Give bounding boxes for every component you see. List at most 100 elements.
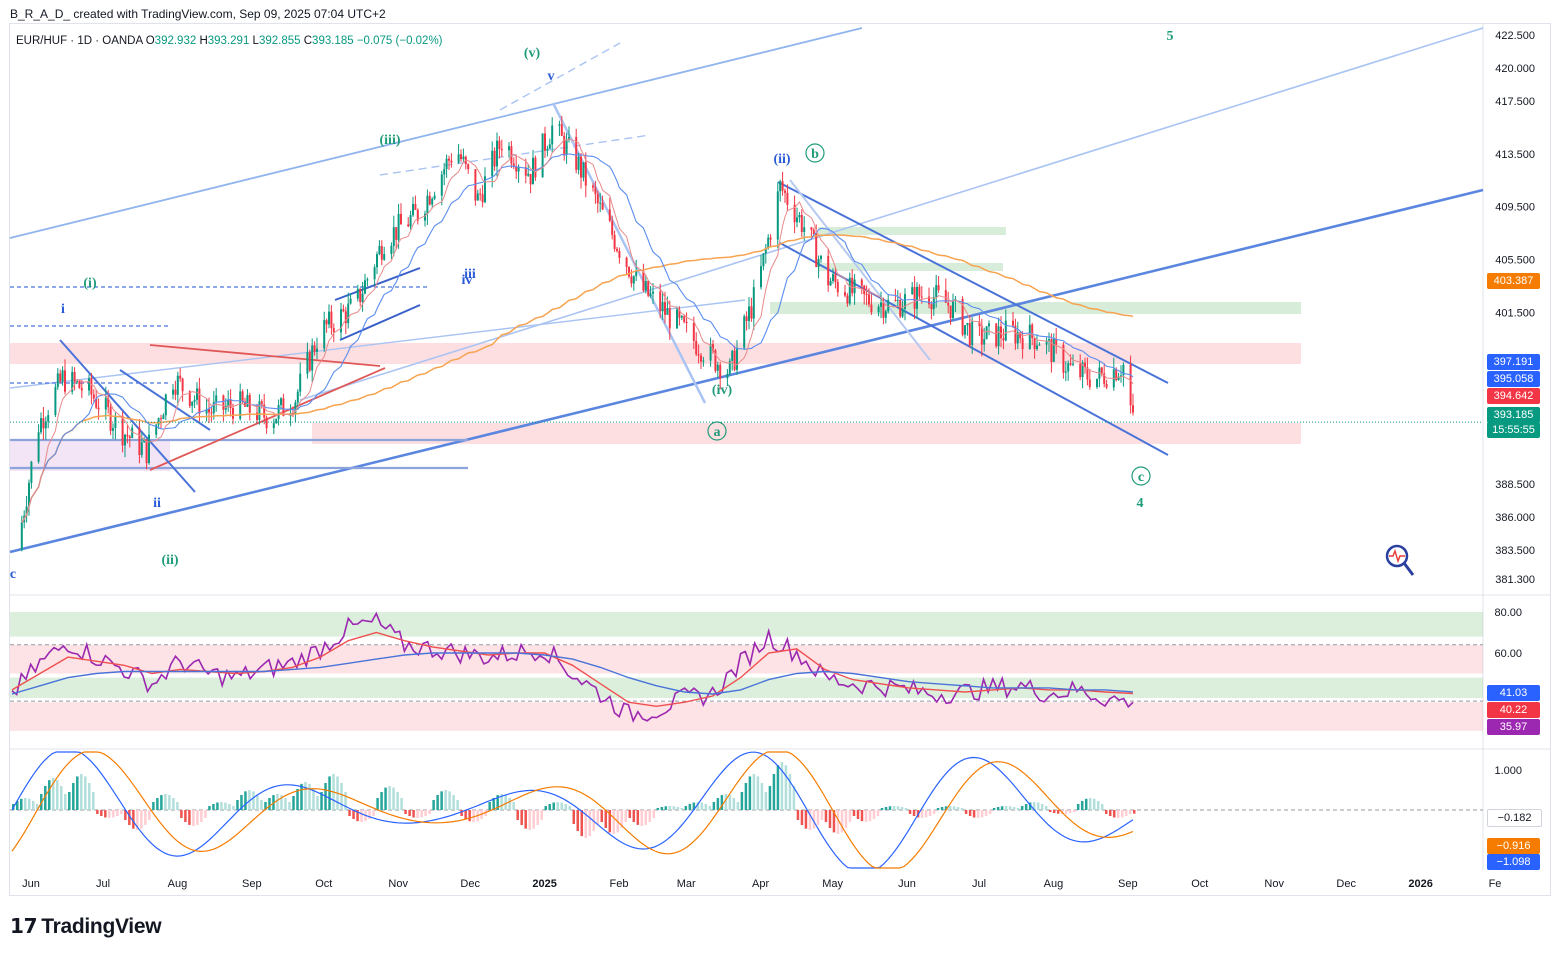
macd-histogram-bar <box>404 810 407 814</box>
macd-histogram-bar <box>772 774 776 810</box>
candle-body <box>880 302 882 307</box>
macd-histogram-bar <box>444 790 447 810</box>
macd-histogram-bar <box>108 810 111 818</box>
macd-histogram-bar <box>36 804 39 810</box>
macd-histogram-bar <box>320 792 323 810</box>
candle-body <box>359 288 362 303</box>
candle-body <box>702 360 705 362</box>
candle-body <box>445 158 448 170</box>
candle-body <box>1084 362 1086 368</box>
macd-tag-1: −0.916 <box>1487 838 1540 854</box>
candle-body <box>1132 405 1134 413</box>
macd-histogram-bar <box>64 794 67 810</box>
macd-histogram-bar <box>368 810 371 819</box>
candle-body <box>1052 338 1055 362</box>
macd-histogram-bar <box>1080 801 1084 810</box>
candle-body <box>887 300 890 312</box>
candle-body <box>28 482 30 507</box>
candle-body <box>666 308 669 315</box>
macd-histogram-bar <box>800 810 804 825</box>
triangle-upper <box>149 344 381 367</box>
candle-body <box>820 255 822 260</box>
wave-label: b <box>811 147 819 162</box>
time-tick-label: Oct <box>1191 878 1208 890</box>
candle-body <box>232 407 234 419</box>
macd-histogram-bar <box>552 802 555 810</box>
candle-body <box>968 323 971 346</box>
macd-histogram-bar <box>136 810 139 830</box>
macd-histogram-bar <box>420 810 423 818</box>
candle-body <box>428 195 431 205</box>
macd-histogram-bar <box>568 806 571 810</box>
macd-histogram-bar <box>396 792 399 810</box>
candle-body <box>508 146 510 151</box>
macd-histogram-bar <box>132 810 135 829</box>
candle-body <box>512 163 515 167</box>
macd-histogram-bar <box>680 808 684 810</box>
macd-histogram-bar <box>720 795 724 810</box>
tradingview-logo[interactable]: 𝟭𝟳 TradingView <box>10 914 162 939</box>
macd-histogram-bar <box>388 786 391 810</box>
candle-body <box>172 389 174 395</box>
candle-body <box>1069 363 1072 365</box>
close-value: 393.185 <box>312 35 354 47</box>
macd-histogram-bar <box>960 808 964 810</box>
demand-zone <box>818 263 1003 271</box>
symbol-name[interactable]: EUR/HUF · 1D · OANDA <box>16 35 143 47</box>
candle-body <box>215 395 218 402</box>
wave-circle <box>707 421 727 441</box>
macd-histogram-bar <box>1012 807 1016 810</box>
candle-body <box>644 281 647 291</box>
price-tag-403387: 403.387 <box>1487 273 1540 289</box>
candle-body <box>966 323 969 326</box>
candle-body <box>282 398 285 417</box>
macd-histogram-bar <box>24 798 27 810</box>
macd-histogram-bar <box>256 795 259 810</box>
macd-histogram-bar <box>1133 810 1136 814</box>
macd-histogram-bar <box>712 802 716 810</box>
macd-histogram-bar <box>176 802 179 810</box>
macd-histogram-bar <box>896 806 900 810</box>
time-tick-label: Sep <box>242 878 262 890</box>
candle-body <box>73 371 76 382</box>
macd-histogram-bar <box>676 807 680 810</box>
candle-body <box>632 276 635 284</box>
open-label: O <box>145 35 155 47</box>
candle-body <box>1036 345 1038 350</box>
candle-body <box>467 164 470 170</box>
candle-body <box>76 381 78 383</box>
candle-body <box>496 140 498 167</box>
macd-histogram-bar <box>48 780 51 810</box>
macd-line <box>11 751 1134 869</box>
macd-histogram-bar <box>1076 804 1080 810</box>
macd-histogram-bar <box>900 807 904 810</box>
wave-label: 5 <box>1167 29 1174 44</box>
candle-body <box>616 248 618 251</box>
macd-histogram-bar <box>500 794 503 810</box>
macd-histogram-bar <box>88 783 91 810</box>
macd-histogram-bar <box>576 810 579 831</box>
candle-body <box>244 401 246 407</box>
macd-histogram-bar <box>808 810 812 830</box>
candle-body <box>383 254 386 260</box>
candle-body <box>390 245 393 255</box>
candle-body <box>440 174 443 196</box>
macd-histogram-bar <box>656 808 660 810</box>
candle-body <box>988 323 990 327</box>
candle-body <box>78 381 81 389</box>
candle-body <box>748 306 750 321</box>
macd-histogram-bar <box>884 807 888 810</box>
candle-body <box>1081 362 1084 378</box>
candle-body <box>899 300 902 317</box>
candle-body <box>361 293 364 303</box>
candle-body <box>812 229 815 234</box>
macd-histogram-bar <box>684 806 688 810</box>
wave-label: (iii) <box>380 133 401 148</box>
candle-body <box>608 209 611 221</box>
time-tick-label: Nov <box>388 878 408 890</box>
macd-histogram-bar <box>436 795 439 810</box>
macd-histogram-bar <box>912 810 916 816</box>
macd-histogram-bar <box>560 802 563 810</box>
candle-body <box>719 364 722 379</box>
